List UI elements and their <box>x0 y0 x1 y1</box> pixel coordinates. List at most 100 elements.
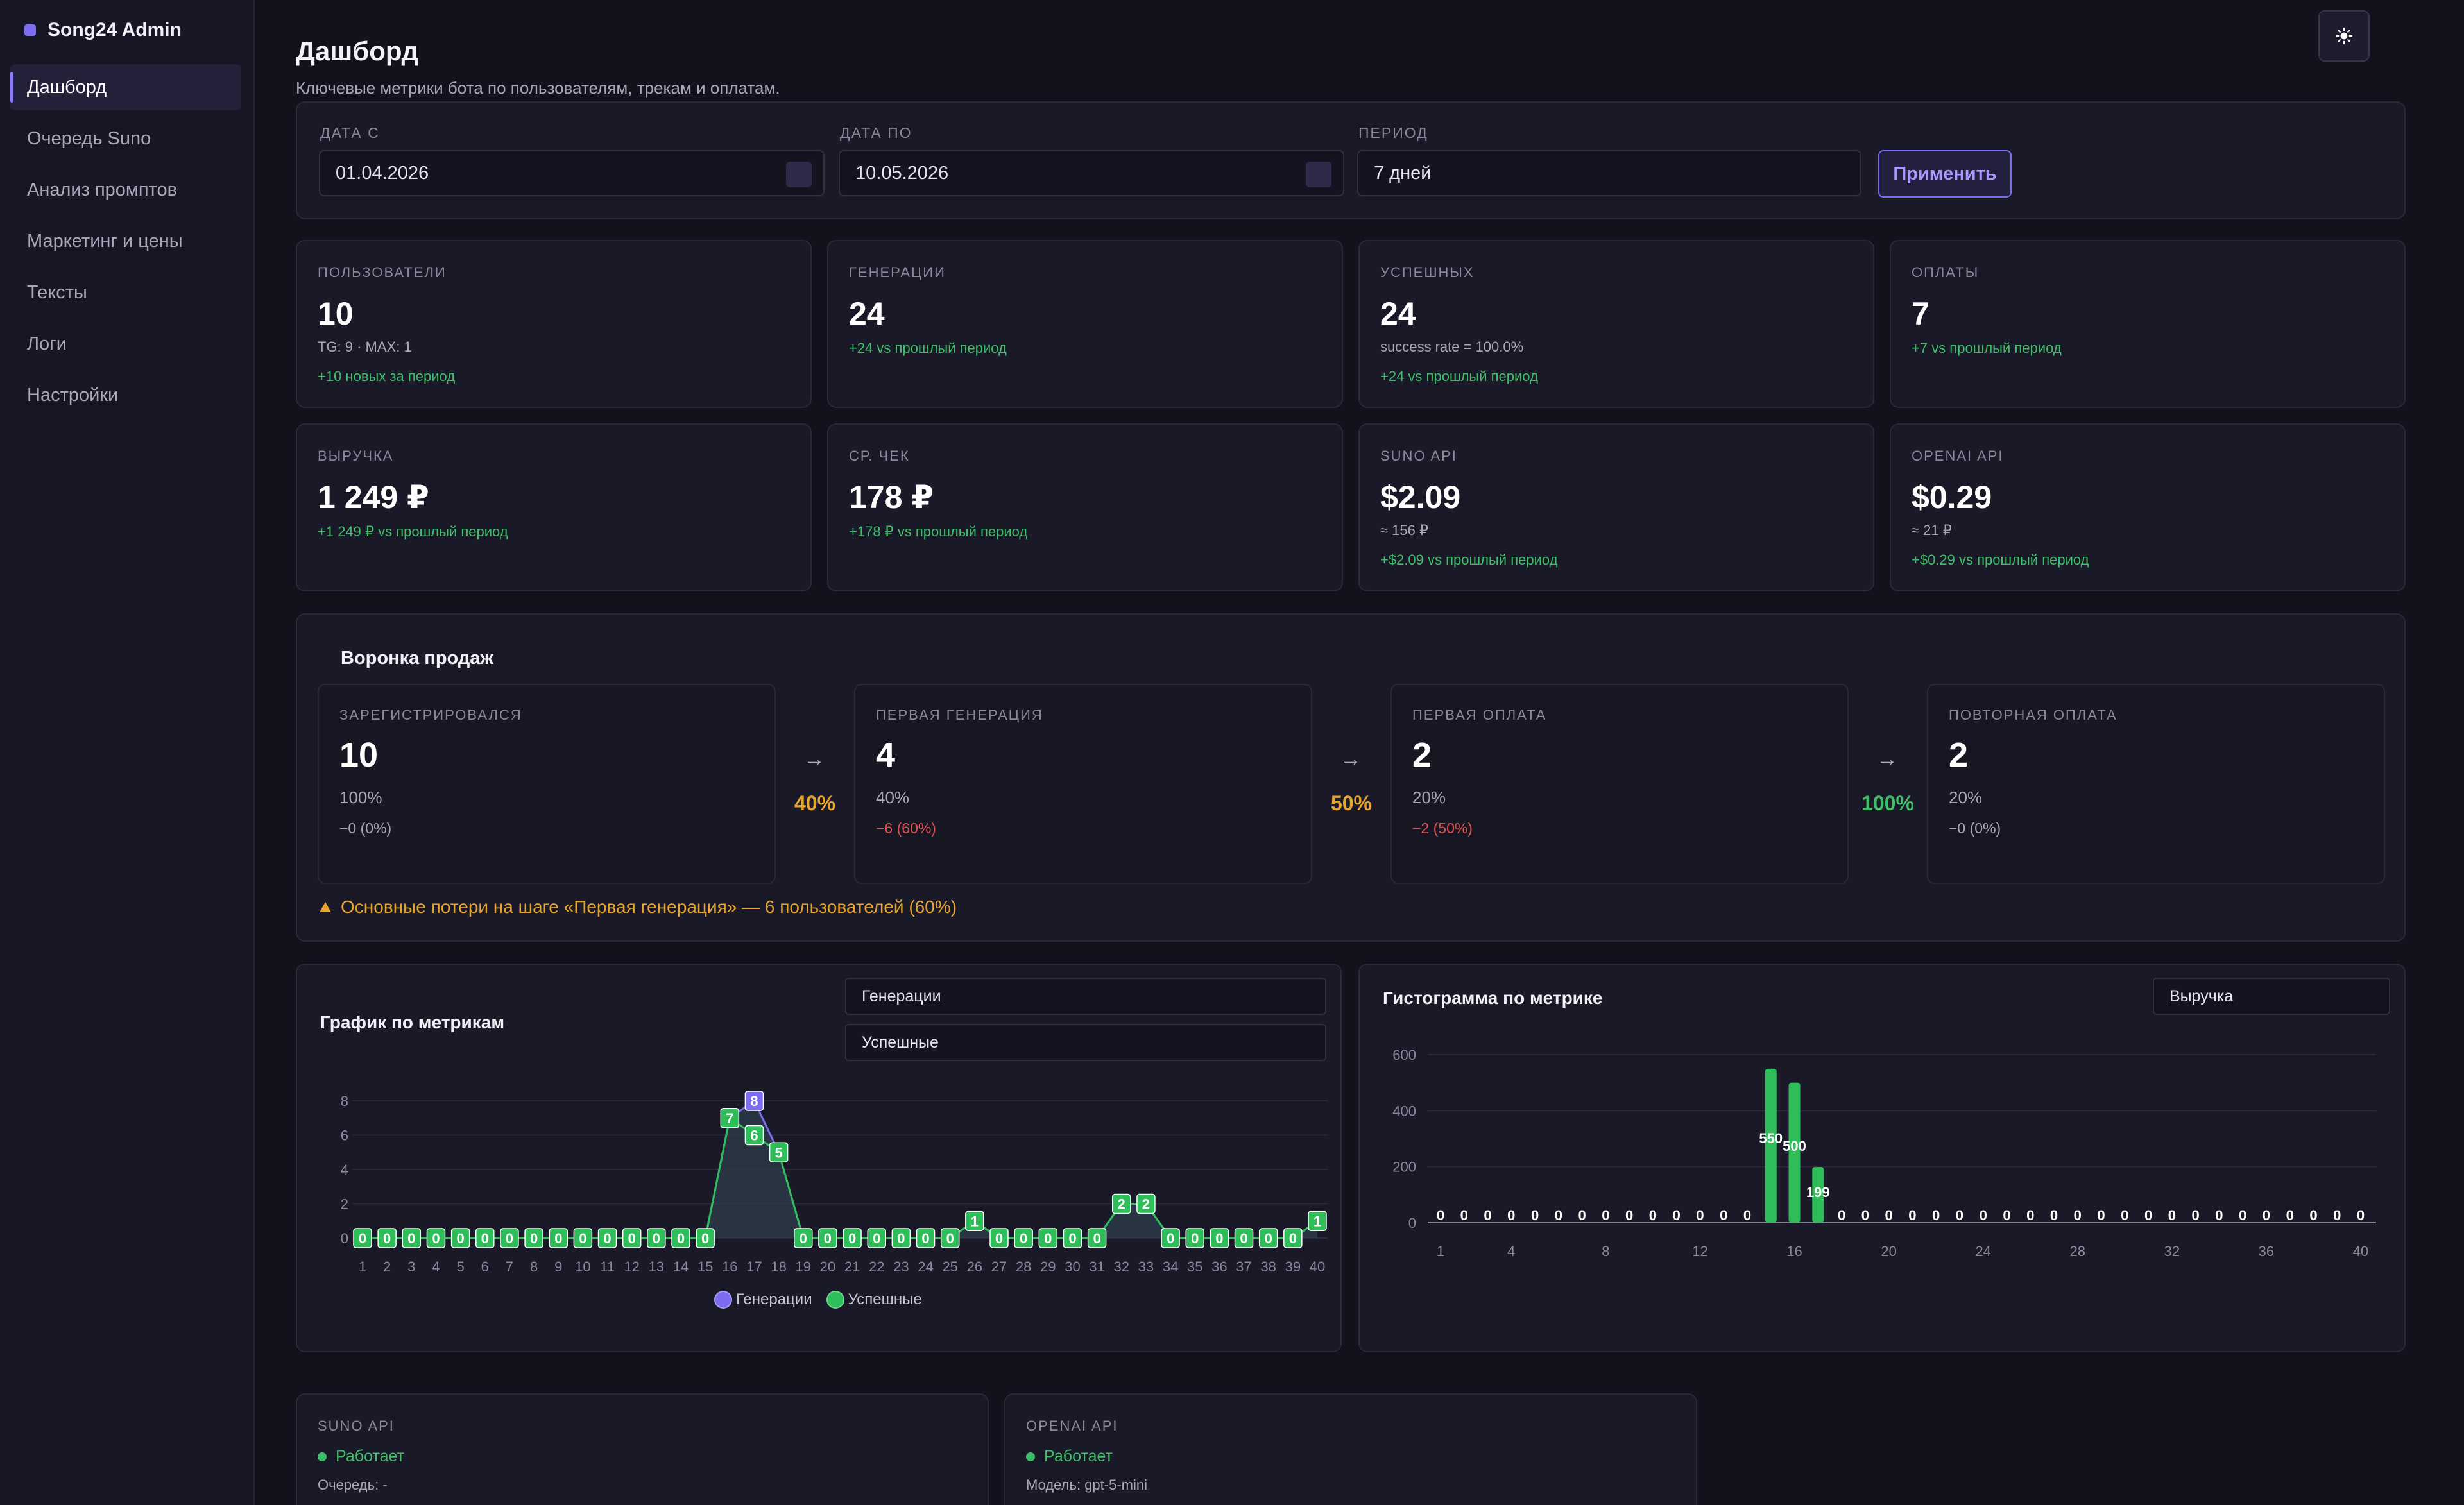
data-label: 0 <box>2191 1207 2199 1223</box>
stat-delta: +7 vs прошлый период <box>1912 340 2062 356</box>
data-label: 0 <box>1673 1207 1681 1223</box>
svg-text:0: 0 <box>1191 1230 1199 1246</box>
data-label: 8 <box>744 1091 764 1111</box>
svg-text:1: 1 <box>971 1213 979 1229</box>
stat-delta: +24 vs прошлый период <box>849 340 1007 356</box>
calendar-icon[interactable] <box>1306 162 1331 187</box>
funnel-card: Воронка продаж Основные потери на шаге «… <box>296 613 2406 942</box>
data-label: 0 <box>2333 1207 2341 1223</box>
sidebar-item[interactable]: Тексты <box>27 282 87 303</box>
date-from-input[interactable]: 01.04.2026 <box>319 150 825 196</box>
x-tick-label: 36 <box>2259 1243 2274 1259</box>
data-label: 0 <box>450 1228 470 1248</box>
funnel-step-value: 4 <box>876 736 896 774</box>
theme-toggle-button[interactable] <box>2318 10 2370 62</box>
svg-text:0: 0 <box>530 1230 538 1246</box>
sidebar-item[interactable]: Логи <box>27 333 67 354</box>
series-line-successful <box>363 1116 1318 1239</box>
svg-text:0: 0 <box>1265 1230 1272 1246</box>
svg-text:0: 0 <box>824 1230 832 1246</box>
x-tick-label: 28 <box>1016 1259 1031 1275</box>
data-label: 0 <box>2357 1207 2365 1223</box>
stat-card: OpenAI API $0.29 ≈ 21 ₽ +$0.29 vs прошлый п… <box>1890 423 2406 591</box>
sidebar: Song24 Admin Дашборд Очередь Suno Анализ п… <box>0 0 255 1505</box>
x-tick-label: 17 <box>746 1259 762 1275</box>
x-tick-label: 14 <box>673 1259 689 1275</box>
data-label: 0 <box>1956 1207 1964 1223</box>
sidebar-item[interactable]: Настройки <box>27 384 119 405</box>
funnel-step-delta: −6 (60%) <box>876 820 936 837</box>
data-label: 0 <box>1578 1207 1586 1223</box>
data-label: 0 <box>2239 1207 2246 1223</box>
apply-button[interactable]: Применить <box>1878 150 2012 198</box>
funnel-step-label: Первая генерация <box>876 707 1043 723</box>
data-label: 0 <box>1625 1207 1633 1223</box>
svg-text:0: 0 <box>946 1230 954 1246</box>
data-label: 0 <box>475 1228 495 1248</box>
x-tick-label: 8 <box>530 1259 538 1275</box>
sidebar-item[interactable]: Маркетинг и цены <box>27 230 183 251</box>
x-tick-label: 24 <box>1975 1243 1990 1259</box>
period-select[interactable]: 7 дней <box>1357 150 1861 196</box>
stat-label: Пользователи <box>318 264 447 280</box>
x-tick-label: 38 <box>1260 1259 1276 1275</box>
y-tick-label: 6 <box>341 1128 348 1144</box>
data-label: 0 <box>916 1228 936 1248</box>
svg-text:0: 0 <box>677 1230 685 1246</box>
x-tick-label: 16 <box>1786 1243 1802 1259</box>
stat-value: 10 <box>318 296 354 332</box>
stat-label: OpenAI API <box>1912 448 2004 464</box>
data-label: 0 <box>524 1228 543 1248</box>
x-tick-label: 15 <box>697 1259 713 1275</box>
metric-select-1[interactable]: Генерации <box>845 978 1326 1015</box>
calendar-icon[interactable] <box>786 162 812 187</box>
svg-text:0: 0 <box>359 1230 366 1246</box>
funnel-conversion-rate: 40% <box>794 792 836 815</box>
legend-item[interactable]: Успешные <box>826 1291 922 1309</box>
y-tick-label: 4 <box>341 1162 348 1178</box>
x-tick-label: 32 <box>2164 1243 2180 1259</box>
data-label: 0 <box>1932 1207 1940 1223</box>
x-tick-label: 24 <box>918 1259 933 1275</box>
stat-card: Ср. чек 178 ₽ +178 ₽ vs прошлый период <box>827 423 1343 591</box>
svg-text:0: 0 <box>1068 1230 1076 1246</box>
x-tick-label: 12 <box>624 1259 639 1275</box>
x-tick-label: 7 <box>506 1259 513 1275</box>
data-label: 0 <box>1720 1207 1727 1223</box>
svg-text:0: 0 <box>506 1230 513 1246</box>
histogram-metric-select[interactable]: Выручка <box>2153 978 2390 1015</box>
funnel-step-label: Первая оплата <box>1412 707 1547 723</box>
stat-card: Генерации 24 +24 vs прошлый период <box>827 240 1343 408</box>
stat-detail: ≈ 21 ₽ <box>1912 522 1952 538</box>
stat-delta: +10 новых за период <box>318 368 456 384</box>
data-label: 0 <box>1908 1207 1916 1223</box>
data-label: 0 <box>1185 1228 1204 1248</box>
x-tick-label: 32 <box>1114 1259 1129 1275</box>
data-label: 0 <box>402 1228 422 1248</box>
x-tick-label: 11 <box>600 1259 615 1275</box>
api-status-text: Работает <box>1044 1447 1113 1465</box>
sun-icon <box>2336 28 2352 44</box>
sidebar-item[interactable]: Анализ промптов <box>27 179 178 200</box>
brand[interactable]: Song24 Admin <box>24 19 182 41</box>
x-tick-label: 20 <box>1881 1243 1896 1259</box>
stat-value: 7 <box>1912 296 1929 332</box>
api-status: Работает <box>1026 1447 1113 1466</box>
data-label: 0 <box>2050 1207 2058 1223</box>
histogram-bar <box>1788 1082 1801 1223</box>
data-label: 0 <box>377 1228 397 1248</box>
date-to-input[interactable]: 10.05.2026 <box>839 150 1344 196</box>
funnel-step-value: 10 <box>339 736 379 774</box>
funnel-step: Повторная оплата 2 20% −0 (0%) <box>1927 684 2385 884</box>
data-label: 0 <box>2003 1207 2010 1223</box>
sidebar-item[interactable]: Очередь Suno <box>27 128 151 149</box>
api-status-label: OpenAI API <box>1026 1418 1118 1434</box>
metric-select-2[interactable]: Успешные <box>845 1024 1326 1061</box>
main-content: Дашборд Ключевые метрики бота по пользов… <box>255 0 2464 1505</box>
svg-text:0: 0 <box>873 1230 880 1246</box>
legend-item[interactable]: Генерации <box>714 1291 812 1309</box>
funnel-step-percent: 20% <box>1412 788 1446 807</box>
sidebar-item[interactable]: Дашборд <box>10 64 241 110</box>
data-label: 0 <box>940 1228 960 1248</box>
